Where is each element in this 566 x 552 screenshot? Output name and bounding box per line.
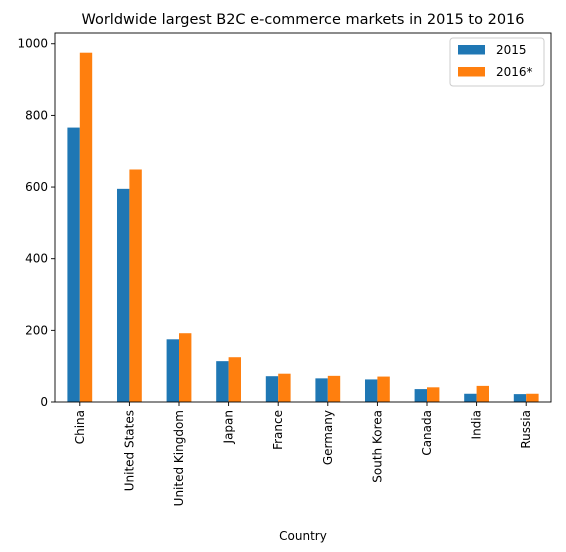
bar-2015-China bbox=[67, 127, 80, 402]
x-tick-label: South Korea bbox=[370, 410, 384, 483]
y-tick-label: 600 bbox=[25, 180, 48, 194]
x-tick-label: Japan bbox=[222, 410, 236, 444]
bar-2015-South Korea bbox=[365, 379, 378, 402]
x-axis-label: Country bbox=[279, 529, 327, 543]
chart-title: Worldwide largest B2C e-commerce markets… bbox=[81, 12, 524, 28]
bar-2015-Germany bbox=[315, 378, 328, 402]
bar-2016*-United States bbox=[129, 169, 142, 402]
bar-2015-India bbox=[464, 393, 477, 402]
bar-2016*-Canada bbox=[427, 387, 440, 402]
legend-label: 2016* bbox=[496, 65, 533, 79]
y-tick-label: 0 bbox=[40, 395, 48, 409]
bar-2015-Japan bbox=[216, 361, 229, 402]
bar-2015-Canada bbox=[414, 389, 427, 402]
x-tick-label: Canada bbox=[420, 410, 434, 456]
y-tick-label: 800 bbox=[25, 108, 48, 122]
bar-2016*-Russia bbox=[526, 393, 539, 402]
x-tick-label: Germany bbox=[321, 410, 335, 465]
x-tick-label: Russia bbox=[519, 410, 533, 449]
x-tick-label: France bbox=[271, 410, 285, 450]
y-tick-label: 400 bbox=[25, 252, 48, 266]
x-tick-label: United Kingdom bbox=[172, 410, 186, 506]
legend-swatch-2015 bbox=[458, 45, 485, 55]
bar-2016*-South Korea bbox=[377, 376, 390, 402]
x-tick-label: China bbox=[73, 410, 87, 444]
x-tick-label: United States bbox=[122, 410, 136, 491]
bar-2016*-France bbox=[278, 373, 291, 402]
bar-2016*-Germany bbox=[327, 375, 341, 402]
bar-2016*-United Kingdom bbox=[179, 333, 192, 402]
bar-2016*-India bbox=[476, 385, 489, 402]
plot-area: 0 200 400 600 800 1000 China United States Unite… bbox=[17, 32, 552, 506]
y-tick-label: 1000 bbox=[17, 37, 48, 51]
bar-2015-Russia bbox=[513, 394, 527, 402]
legend-label: 2015 bbox=[496, 43, 527, 57]
bar-2016*-Japan bbox=[228, 357, 241, 402]
plot-frame bbox=[54, 32, 552, 403]
x-tick-label: India bbox=[470, 410, 484, 439]
bar-2015-United Kingdom bbox=[166, 339, 179, 402]
bar-2015-United States bbox=[117, 188, 130, 402]
bar-2015-France bbox=[265, 376, 279, 402]
bar-2016*-China bbox=[79, 52, 93, 402]
legend-swatch-2016* bbox=[458, 67, 485, 77]
y-tick-label: 200 bbox=[25, 323, 48, 337]
